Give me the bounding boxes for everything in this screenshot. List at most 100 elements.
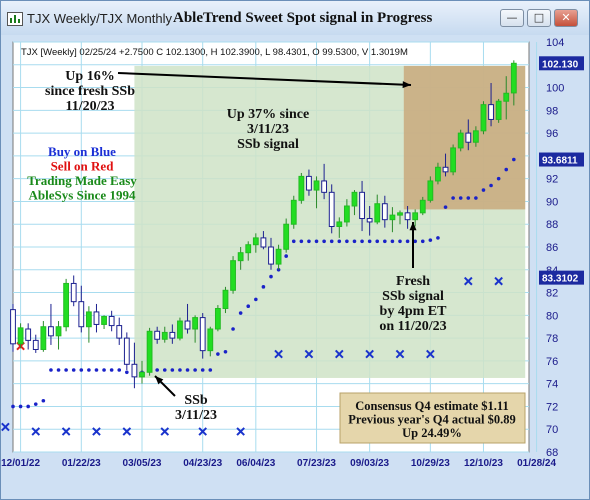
- candle-body: [343, 205, 350, 223]
- candle-body: [63, 282, 70, 328]
- up-candle: [336, 217, 343, 238]
- candle-body: [199, 317, 206, 352]
- signal-dot: [443, 205, 448, 209]
- up-candle: [207, 326, 214, 357]
- up-candle: [245, 241, 252, 261]
- x-tick-label: 07/23/23: [297, 458, 336, 469]
- y-tick-label: 96: [546, 128, 558, 140]
- down-candle: [381, 195, 388, 228]
- sell-stop-x-marker: [274, 349, 283, 359]
- up-candle: [510, 60, 517, 106]
- annotation-up-37: Up 37% since: [227, 107, 309, 122]
- signal-dot: [49, 368, 53, 372]
- y-tick-label: 98: [546, 105, 558, 117]
- signal-dot: [26, 404, 30, 409]
- down-candle: [93, 303, 100, 333]
- candle-body: [495, 100, 502, 120]
- candle-body: [154, 330, 161, 340]
- signal-dot: [41, 398, 46, 403]
- up-candle: [472, 126, 479, 147]
- up-candle: [457, 129, 464, 152]
- up-candle: [397, 210, 403, 225]
- signal-dot: [200, 368, 205, 372]
- sell-stop-x-marker-stroke: [160, 427, 170, 436]
- y-tick-label: 68: [546, 447, 558, 459]
- up-candle: [374, 194, 381, 225]
- signal-dot: [56, 368, 61, 372]
- maximize-button[interactable]: □: [527, 9, 551, 27]
- signal-dot: [216, 352, 220, 356]
- candle-body: [442, 166, 449, 173]
- candle-body: [472, 130, 479, 143]
- candle-body: [359, 191, 365, 220]
- down-candle: [199, 313, 206, 359]
- sell-stop-x-marker: [334, 349, 344, 359]
- candle-body: [245, 244, 252, 254]
- up-candle: [237, 247, 244, 270]
- y-tick-label: 78: [546, 333, 558, 345]
- candle-body: [192, 317, 199, 330]
- signal-dot: [162, 368, 167, 372]
- candle-body: [503, 92, 510, 102]
- signal-dot: [64, 368, 68, 372]
- up-candle: [214, 305, 221, 332]
- candle-body: [78, 301, 85, 328]
- candle-body: [465, 132, 472, 143]
- minimize-button[interactable]: —: [500, 9, 524, 27]
- down-candle: [169, 324, 176, 344]
- candle-body: [230, 260, 236, 291]
- sell-stop-x-marker-stroke: [395, 349, 405, 359]
- candle-body: [260, 237, 267, 248]
- sell-stop-x-marker-stroke: [304, 349, 314, 359]
- sell-stop-x-marker: [198, 427, 208, 436]
- candle-body: [222, 289, 229, 309]
- candle-body: [306, 175, 312, 191]
- signal-dot: [117, 368, 122, 372]
- arrow-to-fresh-entry-head: [402, 81, 411, 89]
- signal-dot: [489, 183, 493, 188]
- up-candle: [412, 209, 419, 227]
- signal-dot: [18, 404, 23, 409]
- sell-stop-x-marker: [1, 422, 10, 432]
- close-button[interactable]: ✕: [554, 9, 578, 27]
- candle-body: [419, 199, 426, 214]
- up-candle: [503, 76, 510, 120]
- candle-body: [169, 331, 176, 339]
- arrow-to-ssb-signal: [154, 375, 176, 397]
- candle-body: [275, 248, 282, 265]
- sell-stop-x-marker-stroke: [365, 349, 374, 359]
- sell-stop-x-marker-stroke: [61, 427, 71, 436]
- up-candle: [17, 323, 24, 349]
- down-candle: [108, 310, 115, 332]
- y-tick-label: 100: [546, 83, 564, 95]
- signal-dot: [87, 368, 91, 372]
- annotation-up-37: SSb signal: [237, 137, 299, 152]
- candle-body: [313, 180, 320, 191]
- gain-zone-since-11-20-23: [403, 65, 526, 210]
- down-candle: [48, 303, 54, 345]
- down-candle: [321, 163, 328, 200]
- candle-body: [184, 320, 191, 330]
- down-candle: [268, 237, 274, 270]
- candle-body: [381, 203, 388, 221]
- candle-body: [177, 320, 183, 339]
- annotation-fresh-ssb: Fresh: [396, 274, 430, 289]
- up-candle: [427, 176, 434, 203]
- down-candle: [328, 184, 335, 234]
- candle-body: [10, 309, 16, 345]
- y-tick-label: 76: [546, 356, 558, 368]
- candle-body: [374, 203, 381, 223]
- x-tick-label: 04/23/23: [183, 458, 222, 469]
- price-tag: 93.6811: [539, 152, 584, 167]
- down-candle: [465, 119, 472, 151]
- signal-dot: [481, 188, 486, 192]
- signal-dot: [208, 368, 213, 372]
- signal-dot: [178, 368, 182, 372]
- signal-dot: [466, 196, 471, 200]
- up-candle: [495, 98, 502, 123]
- candle-body: [85, 311, 92, 328]
- signal-dot: [504, 167, 509, 172]
- down-candle: [306, 169, 312, 196]
- signal-dot: [367, 239, 372, 244]
- candle-body: [123, 337, 130, 365]
